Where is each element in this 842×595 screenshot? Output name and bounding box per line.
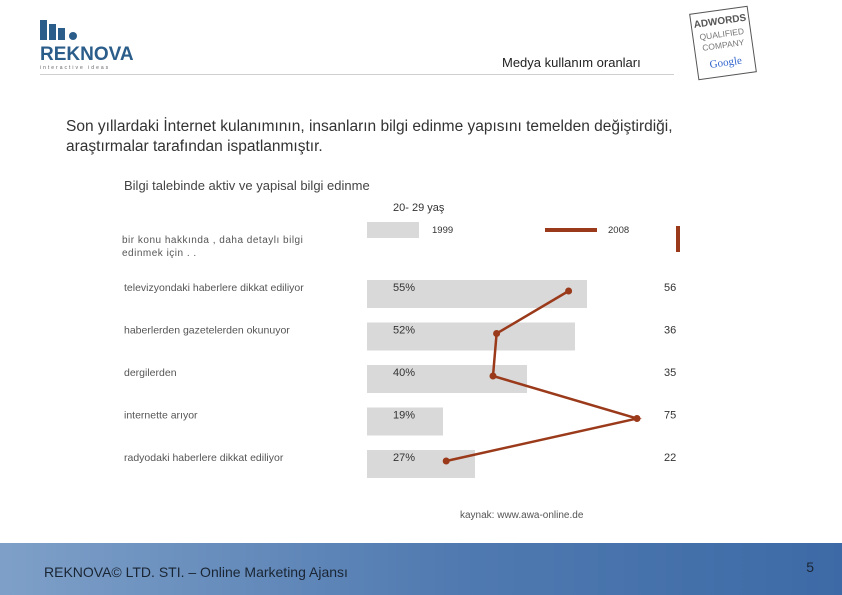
legend-swatch-2008 [545, 228, 597, 232]
bar-value-label: 40% [393, 367, 415, 379]
badge-google: Google [709, 55, 743, 71]
series-2008-point [565, 287, 573, 295]
bar-1999 [367, 407, 443, 436]
legend-label-2008: 2008 [608, 225, 629, 236]
footer-bar: REKNOVA© LTD. STI. – Online Marketing Aj… [0, 543, 842, 595]
brand-name: REKNOVA [40, 44, 134, 65]
line-value-label: 36 [664, 325, 676, 337]
adwords-badge-icon: ADWORDS QUALIFIED COMPANY Google [689, 5, 757, 81]
bar-value-label: 19% [393, 410, 415, 422]
series-2008-point [489, 372, 497, 380]
header-divider [40, 74, 674, 75]
footer-text: REKNOVA© LTD. STI. – Online Marketing Aj… [44, 564, 348, 580]
series-2008-point [633, 415, 641, 422]
bar-1999 [367, 322, 575, 351]
chart-title: Bilgi talebinde aktiv ve yapisal bilgi e… [124, 178, 370, 193]
chart-subtitle: 20- 29 yaş [393, 202, 445, 214]
bar-1999 [367, 450, 475, 478]
line-value-label: 56 [664, 282, 676, 294]
legend-marker-2008 [676, 226, 680, 252]
chart-legend: 1999 2008 [367, 222, 680, 252]
bar-value-label: 52% [393, 325, 415, 337]
bar-1999 [367, 280, 587, 308]
bar-value-label: 55% [393, 282, 415, 294]
category-label: televizyondaki haberlere dikkat ediliyor [124, 282, 304, 294]
reknova-logo-icon [40, 20, 77, 40]
category-label: radyodaki haberlere dikkat ediliyor [124, 452, 284, 464]
line-value-label: 35 [664, 367, 676, 379]
bar-value-label: 27% [393, 452, 415, 464]
category-label: internette arıyor [124, 410, 198, 422]
category-label: haberlerden gazetelerden okunuyor [124, 325, 290, 337]
line-value-label: 75 [664, 410, 676, 422]
series-2008-point [442, 457, 450, 465]
header-row-label: bir konu hakkında , daha detaylı bilgi e… [122, 235, 304, 259]
legend-label-1999: 1999 [432, 225, 453, 236]
category-label: dergilerden [124, 367, 177, 379]
chart-source: kaynak: www.awa-online.de [460, 510, 584, 521]
line-value-label: 22 [664, 452, 676, 464]
brand-tagline: interactive ideas [40, 65, 111, 71]
series-2008-point [493, 330, 501, 337]
legend-swatch-1999 [367, 222, 419, 238]
page-title: Medya kullanım oranları [502, 55, 641, 70]
page-number: 5 [806, 559, 814, 575]
intro-text: Son yıllardaki İnternet kulanımının, ins… [66, 118, 673, 155]
